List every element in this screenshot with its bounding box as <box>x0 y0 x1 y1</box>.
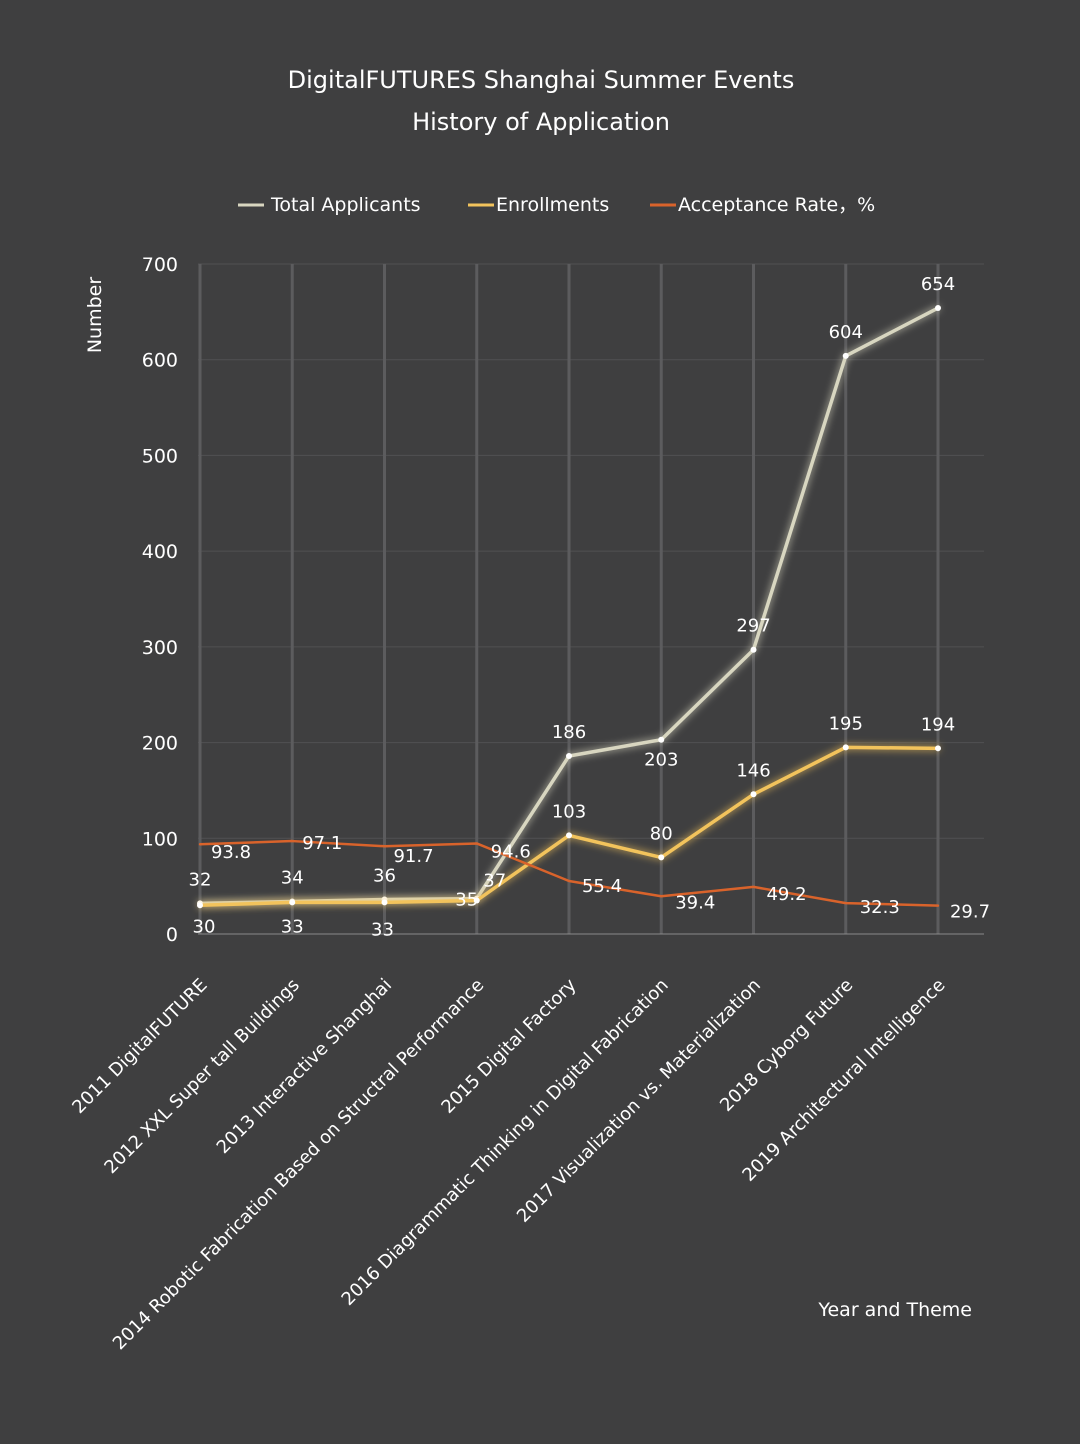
data-point <box>473 897 480 904</box>
gridlines <box>198 263 984 935</box>
y-axis-title: Number <box>84 277 106 354</box>
x-tick-label: 2012 XXL Super tall Buildings <box>100 975 303 1178</box>
y-tick-label: 700 <box>142 254 178 276</box>
data-point <box>658 854 665 861</box>
data-label: 146 <box>736 760 770 781</box>
data-label: 195 <box>829 713 863 734</box>
data-label: 33 <box>281 916 304 937</box>
y-tick-label: 200 <box>142 733 178 755</box>
data-point <box>197 902 203 909</box>
data-label: 36 <box>373 866 396 887</box>
data-label: 80 <box>650 823 673 844</box>
data-label: 103 <box>552 801 586 822</box>
data-point <box>566 752 572 759</box>
y-tick-label: 400 <box>142 541 178 563</box>
data-label: 194 <box>921 714 955 735</box>
legend-item-acceptance-rate: Acceptance Rate，% <box>650 194 875 216</box>
data-point <box>381 899 388 906</box>
data-label: 33 <box>371 919 394 940</box>
data-label: 604 <box>829 322 863 343</box>
data-label: 29.7 <box>950 902 990 923</box>
data-label: 654 <box>921 274 955 295</box>
data-label: 34 <box>281 867 304 888</box>
x-tick-label: 2019 Architectural Intelligence <box>738 975 949 1186</box>
data-label: 297 <box>736 616 770 637</box>
data-label: 91.7 <box>393 846 433 867</box>
data-point <box>842 744 849 751</box>
data-label: 93.8 <box>211 842 251 863</box>
y-tick-label: 600 <box>142 350 178 372</box>
data-label: 37 <box>483 871 506 892</box>
data-label: 55.4 <box>582 876 622 897</box>
y-tick-label: 100 <box>142 828 178 850</box>
chart-title-line-2: History of Application <box>412 108 670 136</box>
y-tick-label: 0 <box>166 924 178 946</box>
x-tick-label: 2016 Diagrammatic Thinking in Digital Fa… <box>338 975 673 1310</box>
legend: Total Applicants Enrollments Acceptance … <box>238 194 875 216</box>
legend-label-total-applicants: Total Applicants <box>270 194 421 216</box>
data-point <box>289 899 296 906</box>
x-tick-label: 2013 Interactive Shanghai <box>213 975 396 1158</box>
chart-title-line-1: DigitalFUTURES Shanghai Summer Events <box>288 66 795 94</box>
data-point <box>842 352 849 359</box>
y-tick-label: 300 <box>142 637 178 659</box>
data-label: 49.2 <box>766 884 806 905</box>
data-point <box>750 646 757 653</box>
data-label: 32 <box>189 869 212 890</box>
data-label: 203 <box>644 750 678 771</box>
legend-label-enrollments: Enrollments <box>496 194 609 216</box>
data-point <box>566 832 572 839</box>
legend-item-enrollments: Enrollments <box>468 194 609 216</box>
data-point <box>935 745 941 752</box>
y-tick-label: 500 <box>142 445 178 467</box>
data-label: 32.3 <box>860 897 900 918</box>
legend-label-acceptance-rate: Acceptance Rate，% <box>678 194 875 216</box>
data-label: 39.4 <box>675 892 715 913</box>
data-label: 94.6 <box>491 841 531 862</box>
x-axis-title: Year and Theme <box>817 1299 972 1321</box>
y-axis-ticks: 0 100 200 300 400 500 600 700 <box>142 254 178 946</box>
series-line-acceptance-rate <box>198 839 940 907</box>
data-label: 97.1 <box>302 833 342 854</box>
data-label: 30 <box>193 916 216 937</box>
data-point <box>750 791 757 798</box>
legend-item-total-applicants: Total Applicants <box>238 194 421 216</box>
data-point <box>935 305 941 312</box>
data-label: 35 <box>455 890 478 911</box>
data-label: 186 <box>552 722 586 743</box>
series-group <box>197 305 941 909</box>
data-labels-group: 32 34 36 37 186 203 297 604 654 30 33 33 35 103 80 146 1… <box>189 274 990 940</box>
data-point <box>658 736 665 743</box>
